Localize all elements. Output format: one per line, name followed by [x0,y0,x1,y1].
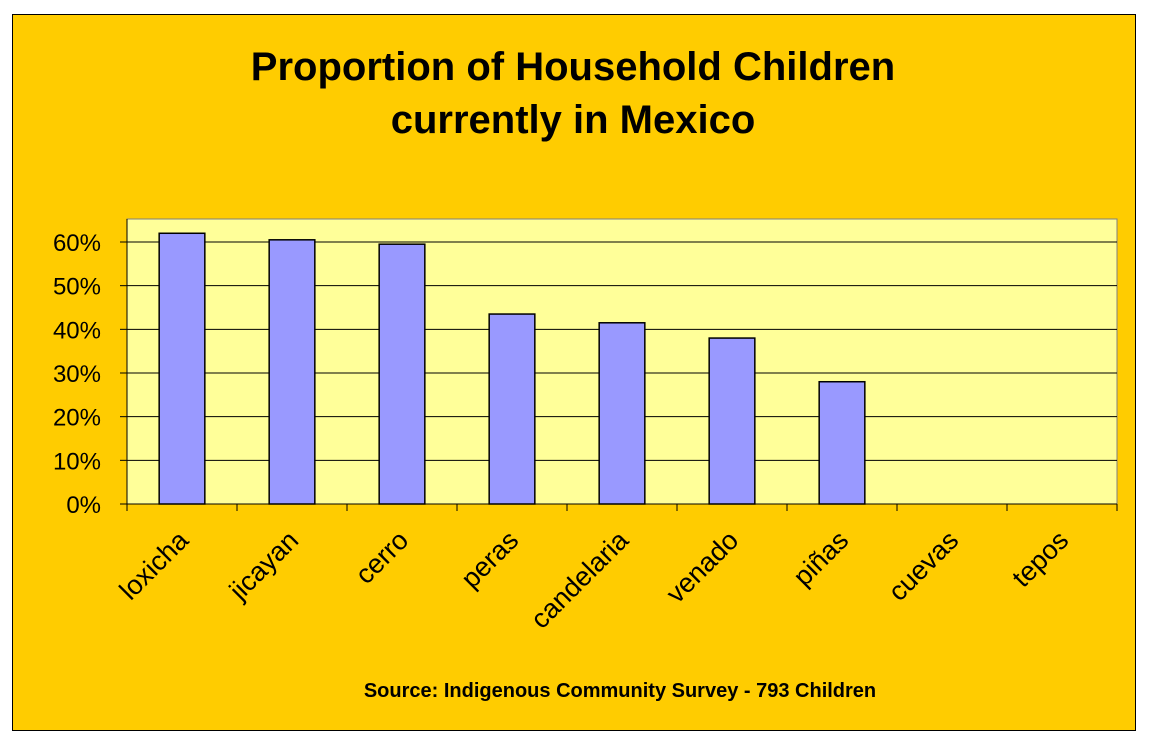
bar-jicayan[interactable] [268,239,316,505]
y-tick-label: 10% [53,448,101,475]
x-category-label: cuevas [883,525,965,607]
y-tick-label: 0% [66,492,101,519]
bar-piñas[interactable] [818,380,866,505]
x-category-label: piñas [787,525,854,592]
bar-venado[interactable] [708,337,756,505]
y-tick-label: 60% [53,230,101,257]
bar-candelaria[interactable] [598,322,646,505]
bar-cerro[interactable] [378,243,426,505]
plot-area-group: 0%10%20%30%40%50%60%loxicha jicayan cerro p… [53,218,1118,634]
y-tick-label: 30% [53,361,101,388]
x-category-label: peras [455,525,524,594]
chart-title-line-1: Proportion of Household Children [251,45,895,89]
x-category-label: venado [660,525,744,609]
x-category-label: candelaria [525,524,635,634]
bar-loxicha[interactable] [158,232,206,505]
x-category-label: tepos [1006,525,1074,593]
source-note: Source: Indigenous Community Survey - 79… [364,680,876,702]
x-category-label: jicayan [223,525,304,606]
y-tick-label: 40% [53,317,101,344]
chart-title-line-2: currently in Mexico [391,98,756,142]
y-tick-label: 50% [53,274,101,301]
x-category-label: cerro [350,525,415,590]
bar-peras[interactable] [488,313,536,505]
x-category-label: loxicha [114,524,195,605]
y-tick-label: 20% [53,405,101,432]
